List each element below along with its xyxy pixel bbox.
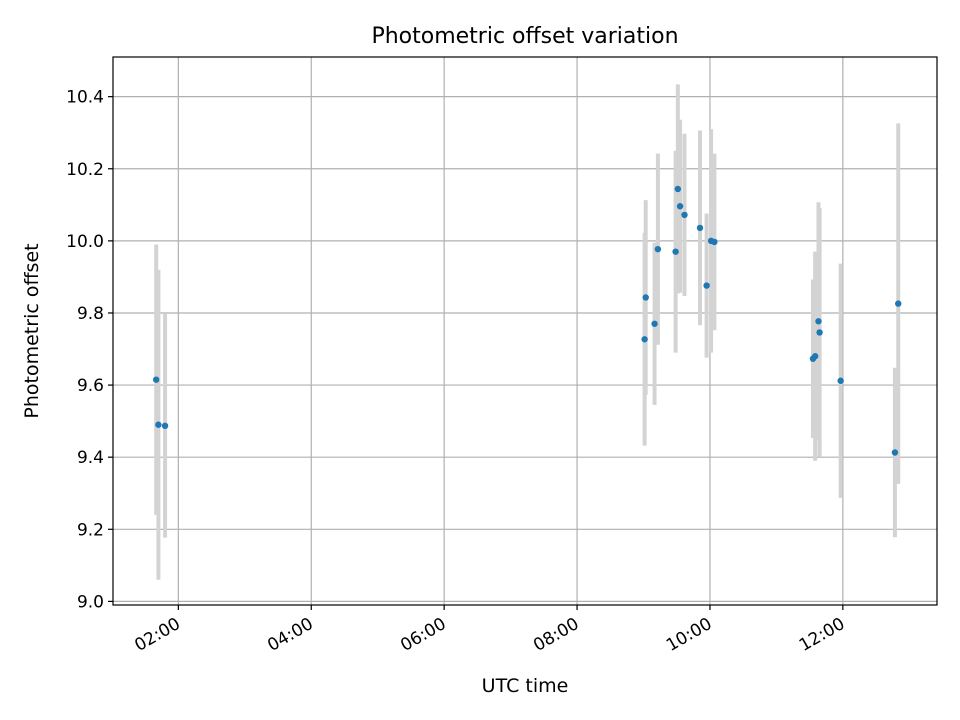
data-point: [672, 248, 679, 255]
data-point: [895, 300, 902, 307]
data-point: [815, 318, 822, 325]
data-point: [891, 449, 899, 456]
data-point: [152, 376, 160, 383]
data-point: [696, 224, 704, 232]
data-point: [641, 336, 648, 343]
data-point: [816, 329, 823, 336]
y-tick-label: 10.4: [66, 88, 104, 108]
grid-lines: [113, 57, 937, 605]
data-point: [837, 377, 844, 384]
data-point: [155, 421, 162, 428]
data-points: [152, 185, 902, 456]
data-point: [703, 282, 710, 289]
y-axis-ticks: 9.0 9.2 9.4 9.6 9.8 10.0 10.2 10.4: [66, 88, 113, 612]
data-point: [674, 185, 682, 193]
data-point: [651, 320, 658, 327]
data-point: [676, 203, 684, 210]
y-tick-label: 9.4: [77, 448, 104, 468]
y-tick-label: 10.0: [66, 232, 104, 252]
data-point: [811, 353, 819, 360]
data-point: [642, 294, 649, 301]
y-tick-label: 9.6: [77, 376, 104, 396]
y-tick-label: 9.2: [77, 520, 104, 540]
data-point: [161, 422, 169, 430]
y-tick-label: 9.0: [77, 592, 104, 612]
y-tick-label: 10.2: [66, 160, 104, 180]
y-tick-label: 9.8: [77, 304, 104, 324]
data-point: [681, 211, 688, 219]
data-point: [711, 238, 718, 246]
plot-frame: [112, 56, 938, 606]
y-axis-label: Photometric offset: [21, 243, 43, 418]
x-axis-label: UTC time: [482, 675, 569, 697]
chart-title: Photometric offset variation: [371, 24, 678, 49]
data-point: [654, 245, 662, 253]
